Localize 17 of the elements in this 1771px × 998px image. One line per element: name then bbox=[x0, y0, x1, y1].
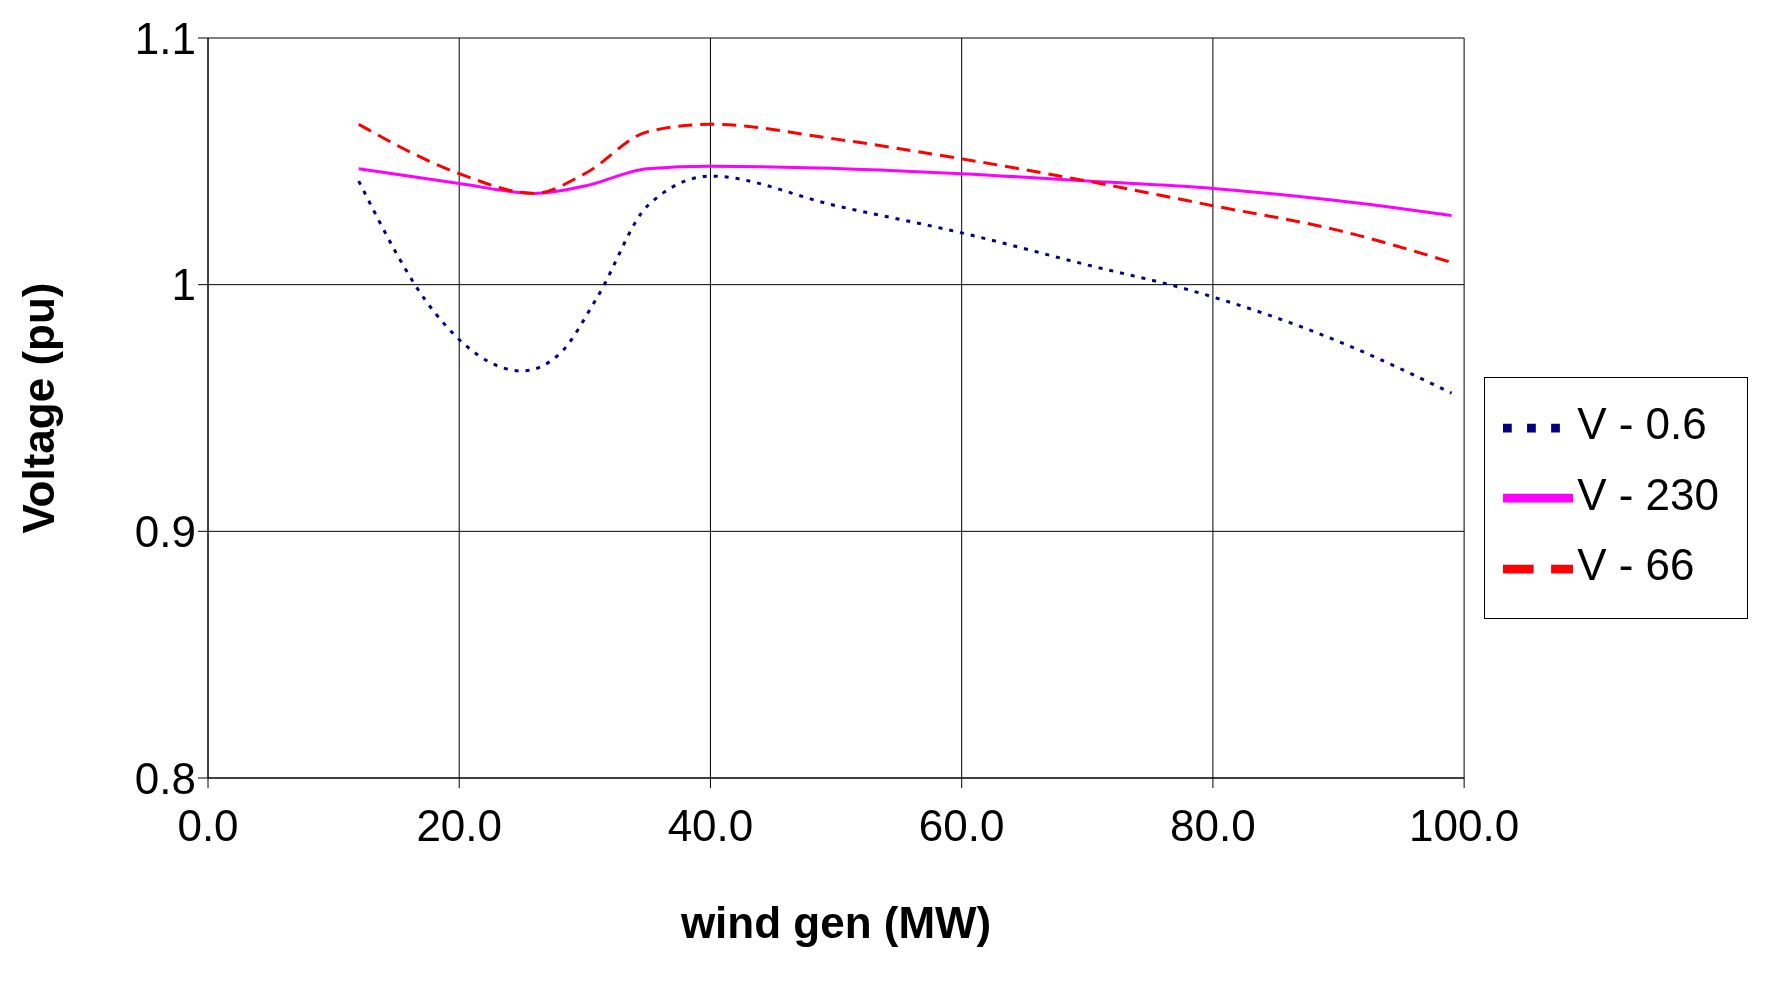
y-axis-title: Voltage (pu) bbox=[13, 282, 63, 534]
y-tick-label: 0.9 bbox=[134, 506, 196, 556]
line-series bbox=[357, 164, 1454, 218]
x-axis-title: wind gen (MW) bbox=[679, 898, 992, 947]
legend-label: V - 230 bbox=[1577, 469, 1719, 519]
x-tick-label: 100.0 bbox=[1409, 801, 1520, 851]
line-series bbox=[357, 174, 1454, 395]
x-tick-label: 20.0 bbox=[416, 801, 503, 851]
legend-label: V - 66 bbox=[1577, 540, 1695, 590]
y-tick-label: 1.1 bbox=[134, 13, 196, 63]
legend-label: V - 0.6 bbox=[1577, 399, 1707, 449]
x-tick-label: 0.0 bbox=[177, 801, 239, 851]
x-tick-label: 40.0 bbox=[667, 801, 754, 851]
y-tick-label: 1 bbox=[171, 260, 196, 310]
x-tick-label: 60.0 bbox=[918, 801, 1005, 851]
x-tick-label: 80.0 bbox=[1170, 801, 1256, 851]
y-tick-label: 0.8 bbox=[134, 753, 196, 803]
